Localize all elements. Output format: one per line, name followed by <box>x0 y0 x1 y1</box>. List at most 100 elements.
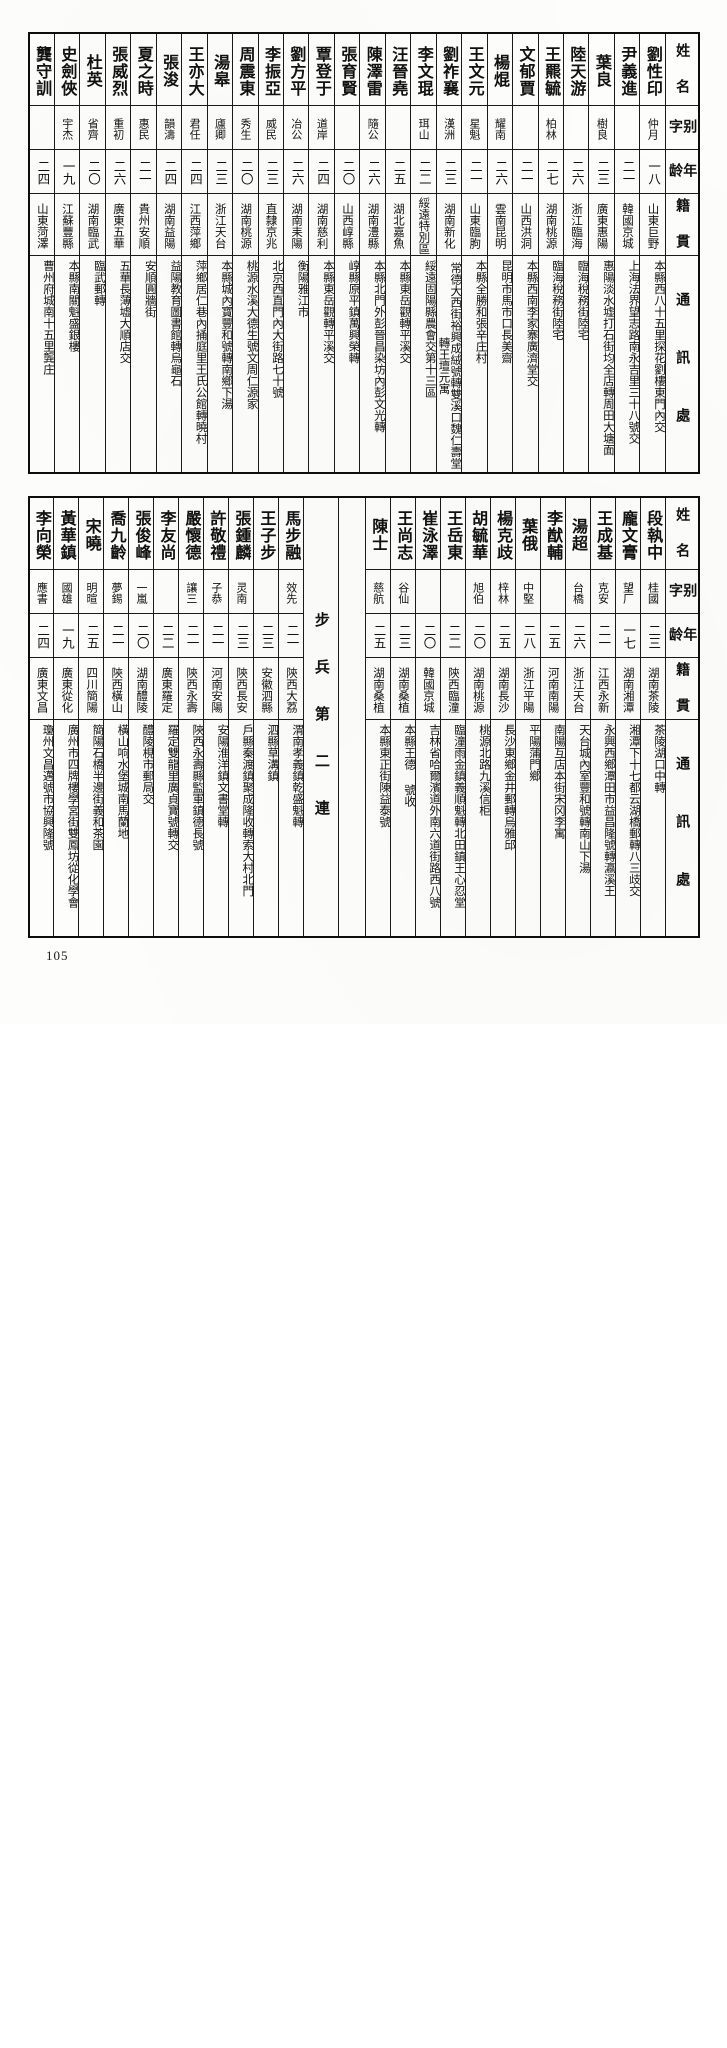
cell-name: 段執中 <box>639 496 667 570</box>
age-text: 一八 <box>646 160 662 185</box>
cell-address: 泗縣草溝鎮 <box>253 718 280 938</box>
cell-name: 黃華鎮 <box>53 496 80 570</box>
cell-address: 萍鄉居仁巷內捅庭里王氏公館轉曉村 <box>181 254 208 474</box>
cell-origin: 廣東五華 <box>104 192 132 256</box>
address-text: 臨潼雨金鎮義順魁轉北田鎮王心忍堂 <box>453 723 466 908</box>
cell-origin: 湖南茶陵 <box>639 656 667 720</box>
address-text: 本縣西八十五里探花劉樓東門內交 <box>653 259 665 433</box>
origin-text: 韓國京城 <box>421 666 436 713</box>
cell-name: 劉祚襄 <box>435 32 463 106</box>
age-text: 二六 <box>111 160 127 185</box>
cell-age: 二四 <box>308 148 335 194</box>
alias-text <box>386 106 410 149</box>
name-text: 汪晉堯 <box>389 45 409 97</box>
cell-age: 二一 <box>103 612 130 658</box>
address-text: 臨海稅務街陸宅 <box>551 259 564 341</box>
age-text: 二五 <box>391 160 407 185</box>
address-text: 陝西永壽縣監軍鎮德長號 <box>191 723 204 851</box>
name-text: 楊克歧 <box>494 509 514 561</box>
cell-age: 二〇 <box>79 148 106 194</box>
cell-age: 二五 <box>539 612 566 658</box>
cell-origin: 浙江平陽 <box>514 656 541 720</box>
cell-age: 二一 <box>130 148 157 194</box>
cell-address: 平陽蒲門鄉 <box>514 718 541 938</box>
cell-age: 一九 <box>53 612 80 658</box>
alias-text: 秀生 <box>238 117 252 140</box>
origin-text: 湖南慈利 <box>315 202 330 249</box>
address-text: 綏遠固陽縣農會交第十三區 <box>423 259 436 398</box>
cell-name: 楊克歧 <box>490 496 516 570</box>
cell-alias: 隨公 <box>359 104 386 150</box>
cell-address: 南陽互店本街宋冈李寓 <box>539 718 566 938</box>
alias-text: 隨公 <box>366 117 380 140</box>
cell-origin: 陝西大荔 <box>278 656 305 720</box>
roster-row-name: 李向榮 黃華鎮 宋曉 喬九齡 張俊峰 李友尚 嚴懷德 許敬禮 張鍾麟 王子步 馬步融步 兵 第 二 … <box>28 496 700 938</box>
row-label-age: 年 龄 <box>665 148 700 194</box>
cell-address: 安順圓牆街 <box>130 254 157 474</box>
cell-name: 張育賢 <box>333 32 361 106</box>
cell-name: 文郁賈 <box>512 32 539 106</box>
name-text: 張威烈 <box>109 45 129 97</box>
name-text: 尹義進 <box>618 45 638 97</box>
row-label-text: 通 訊 處 <box>674 291 691 436</box>
cell-name: 劉性印 <box>639 32 666 106</box>
cell-address: 吉林省哈爾濱道外南六道街路西八號 <box>415 718 442 938</box>
cell-age: 二三 <box>639 612 667 658</box>
cell-name: 劉方平 <box>283 32 310 106</box>
address-text: 羅定雙龍里廣貞寶號轉交 <box>166 723 179 851</box>
cell-age: 二六 <box>283 148 310 194</box>
row-label-text: 籍 貫 <box>674 661 691 715</box>
alias-text <box>564 106 588 149</box>
name-text: 李友尚 <box>157 509 177 561</box>
cell-alias: 威民 <box>257 104 285 150</box>
cell-alias: 星魁 <box>461 104 488 150</box>
cell-alias <box>539 568 566 614</box>
age-text: 二一 <box>518 160 534 185</box>
row-label-alias: 别 字 <box>665 104 700 150</box>
cell-alias: 效先 <box>278 568 305 614</box>
cell-origin: 安徽泗縣 <box>253 656 280 720</box>
origin-text: 浙江臨海 <box>570 202 585 249</box>
roster-row-age: 二四 一九 二五 二一 二〇 二二 二一 二一 二三 二三 二一 二五 二三 二〇 二二 二〇 二五 二八 二五 二六… <box>28 612 700 658</box>
origin-text: 河南安陽 <box>210 666 225 713</box>
cell-alias: 梓林 <box>490 568 516 614</box>
cell-age: 二五 <box>78 612 105 658</box>
cell-origin: 湖南臨武 <box>79 192 106 256</box>
origin-text: 湖南長沙 <box>496 666 511 713</box>
name-text: 覃登于 <box>312 45 332 97</box>
name-text: 陳士 <box>369 518 389 553</box>
cell-name: 杜英 <box>79 32 106 106</box>
origin-text: 廣東從化 <box>60 666 75 713</box>
cell-name: 陳澤雷 <box>359 32 386 106</box>
cell-address: 渭南孝義鎮乾盛魁轉 <box>278 718 305 938</box>
cell-age: 二四 <box>28 148 55 194</box>
alias-text: 耀南 <box>493 117 507 140</box>
cell-address: 北京西直門內大街路七十號 <box>257 254 285 474</box>
address-text: 本縣城內寶豐和號轉南鄉下湯 <box>220 259 233 410</box>
origin-text: 廣東惠陽 <box>595 202 610 249</box>
cell-origin: 湖北嘉魚 <box>384 192 412 256</box>
alias-text: 省齊 <box>86 117 100 140</box>
address-text: 本縣東岳觀轉平溪交 <box>398 259 411 364</box>
name-text: 喬九齡 <box>107 509 127 561</box>
cell-origin: 湖南桃源 <box>232 192 259 256</box>
address-text: 平陽蒲門鄉 <box>527 723 540 782</box>
cell-address: 簡陽石橋半邊街義和茶園 <box>78 718 105 938</box>
address-text: 本縣王德 號收 <box>403 723 416 807</box>
cell-alias: 韻濤 <box>155 104 183 150</box>
age-text: 二一 <box>596 624 612 649</box>
cell-age: 二六 <box>486 148 514 194</box>
cell-origin: 陝西長安 <box>228 656 255 720</box>
origin-text: 貴州安順 <box>137 202 152 249</box>
cell-alias: 冶公 <box>283 104 310 150</box>
age-text: 二三 <box>646 624 662 649</box>
cell-alias <box>563 104 590 150</box>
roster-table-top-body: 龔守訓 史劍俠 杜英 張威烈 夏之時 張浚 王亦大 湯皋 周震東 李振亞 劉方平 覃登于 張育賢 陳澤雷汪… <box>28 32 700 474</box>
alias-text: 威民 <box>264 117 278 140</box>
address-text: 南陽互店本街宋冈李寓 <box>552 723 565 839</box>
cell-name: 湯皋 <box>206 32 234 106</box>
cell-name: 張浚 <box>155 32 183 106</box>
cell-name: 王羆毓 <box>537 32 565 106</box>
name-text: 劉方平 <box>287 45 307 97</box>
cell-address: 本縣城內寶豐和號轉南鄉下湯 <box>206 254 234 474</box>
